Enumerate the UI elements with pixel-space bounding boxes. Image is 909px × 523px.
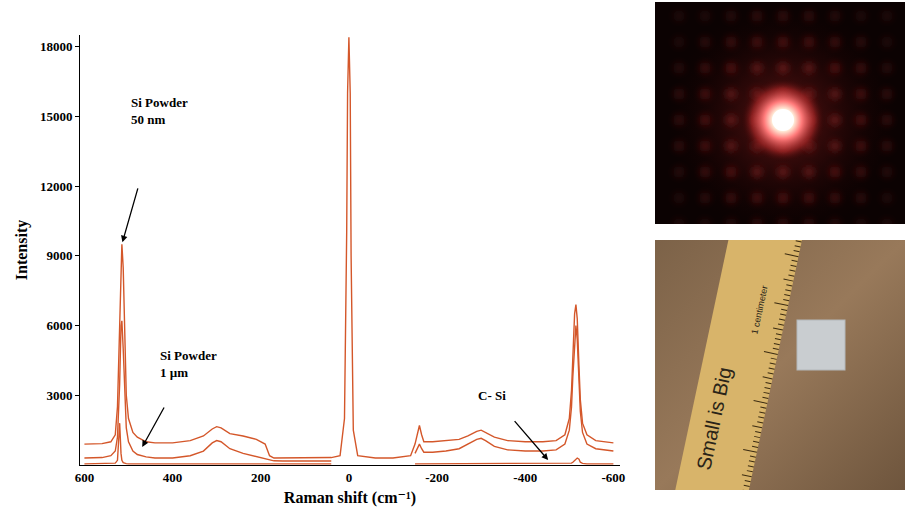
svg-text:C- Si: C- Si: [478, 388, 506, 403]
svg-text:6000: 6000: [46, 318, 72, 333]
svg-text:1 centimeter: 1 centimeter: [749, 285, 769, 336]
svg-text:-400: -400: [513, 470, 537, 485]
svg-text:-200: -200: [425, 470, 449, 485]
svg-text:600: 600: [75, 470, 95, 485]
svg-text:9000: 9000: [46, 248, 72, 263]
svg-text:Intensity: Intensity: [13, 220, 31, 280]
svg-text:15000: 15000: [40, 109, 73, 124]
svg-text:400: 400: [163, 470, 183, 485]
svg-text:Raman shift (cm⁻¹): Raman shift (cm⁻¹): [284, 489, 416, 507]
svg-text:0: 0: [346, 470, 353, 485]
svg-text:Si Powder50 nm: Si Powder50 nm: [131, 95, 188, 127]
svg-text:-600: -600: [601, 470, 625, 485]
svg-text:18000: 18000: [40, 39, 73, 54]
svg-text:200: 200: [251, 470, 271, 485]
svg-text:Si Powder1 µm: Si Powder1 µm: [160, 348, 217, 380]
svg-text:12000: 12000: [40, 179, 73, 194]
svg-text:3000: 3000: [46, 388, 72, 403]
svg-text:Small is Big: Small is Big: [692, 365, 735, 472]
